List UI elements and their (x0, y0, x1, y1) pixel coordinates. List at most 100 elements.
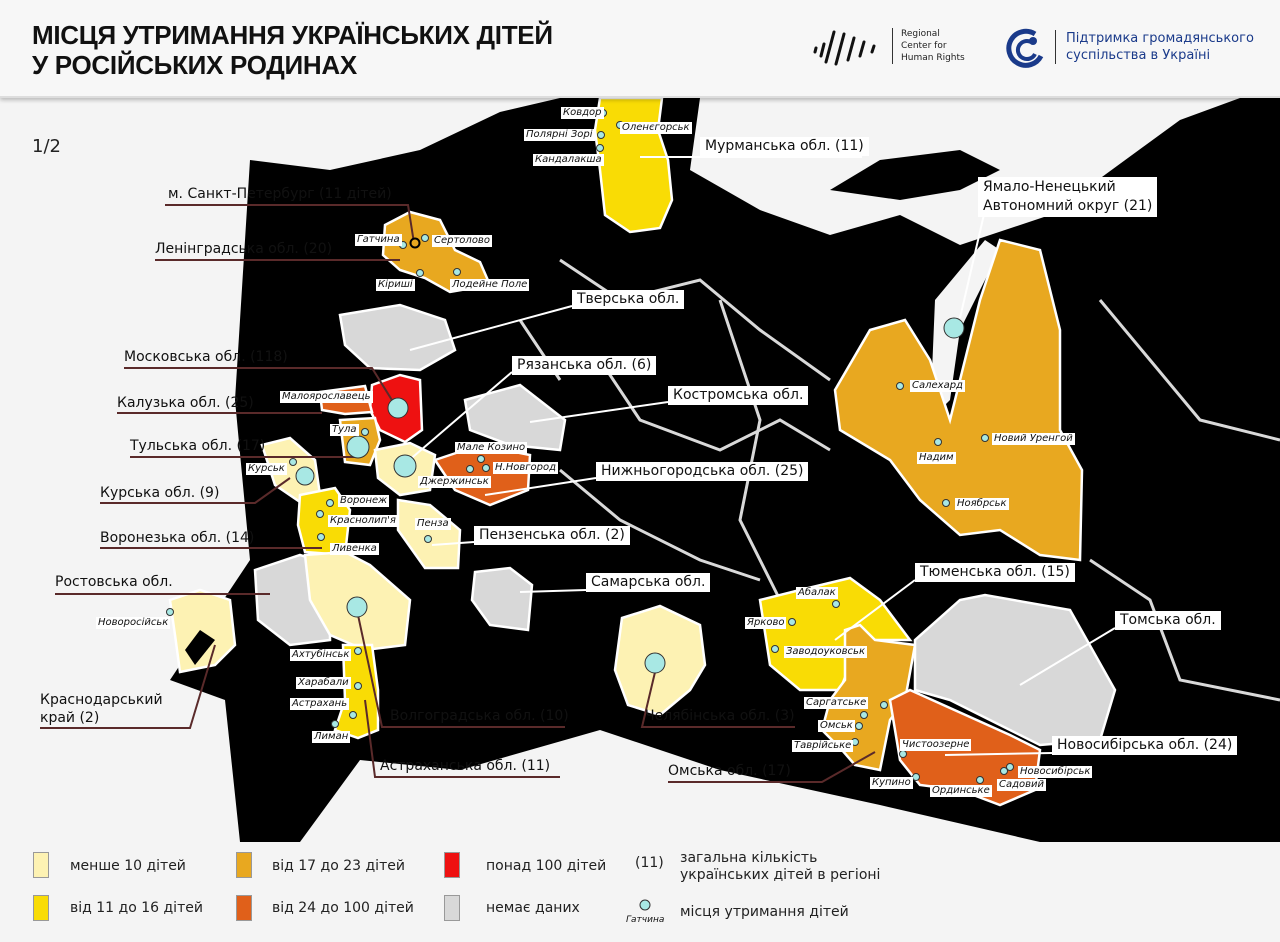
header: МІСЦЯ УТРИМАННЯ УКРАЇНСЬКИХ ДІТЕЙ У РОСІ… (0, 0, 1280, 98)
city-dot (981, 434, 989, 442)
label-tver: Тверська обл. (572, 290, 685, 309)
legend-swatch-over-100 (444, 852, 460, 878)
city-dot (349, 711, 357, 719)
city-label: Сертолово (432, 235, 492, 247)
region-center-dot (943, 317, 965, 339)
city-label: Чистоозерне (900, 739, 972, 751)
city-label: Малоярославець (280, 391, 373, 403)
city-dot (424, 535, 432, 543)
city-label: Краснолип'я (328, 515, 398, 527)
city-label: Ахтубінськ (290, 649, 352, 661)
label-nizhny: Нижньогородська обл. (25) (596, 462, 809, 481)
city-label: Джержинськ (418, 476, 491, 488)
city-dot (771, 645, 779, 653)
label-murmansk: Мурманська обл. (11) (700, 137, 869, 156)
region-kostroma (463, 383, 567, 452)
city-label: Харабали (296, 677, 351, 689)
city-label: Полярні Зорі (524, 129, 595, 141)
leader-lines-light (406, 156, 1116, 756)
region-center-dot (346, 596, 368, 618)
city-dot (597, 131, 605, 139)
legend-count-example: (11) (635, 855, 664, 871)
label-yamal-1: Ямало-Ненецький (983, 179, 1116, 195)
city-label: Салехард (910, 380, 965, 392)
city-dot (899, 750, 907, 758)
city-dot (477, 455, 485, 463)
support-line: суспільства в Україні (1066, 48, 1211, 63)
region-murmansk (593, 96, 674, 234)
legend-swatch-17-23 (236, 852, 252, 878)
city-dot (912, 773, 920, 781)
legend-dot-example: Гатчина (626, 915, 665, 925)
city-label: Саргатське (804, 697, 869, 709)
spb-marker (409, 237, 421, 249)
region-center-dot (644, 652, 666, 674)
leader-lines-dark (40, 204, 876, 783)
page-title: МІСЦЯ УТРИМАННЯ УКРАЇНСЬКИХ ДІТЕЙ У РОСІ… (32, 20, 553, 80)
label-rostov: Ростовська обл. (55, 574, 173, 590)
legend-dot-icon (639, 899, 651, 911)
label-moscow: Московська обл. (118) (124, 349, 288, 365)
region-borders (518, 258, 1280, 702)
legend-label: загальна кількість (680, 850, 818, 866)
city-dot (289, 458, 297, 466)
rchr-logo: Regional Center for Human Rights (812, 26, 965, 66)
city-dot (942, 499, 950, 507)
label-volgograd: Волгоградська обл. (10) (390, 708, 569, 724)
city-label: Новоросійськ (96, 617, 171, 629)
city-label: Тула (330, 424, 359, 436)
city-label: Абалак (796, 587, 838, 599)
label-ryazan: Рязанська обл. (6) (512, 356, 657, 375)
region-center-dot (387, 397, 409, 419)
title-line-2: У РОСІЙСЬКИХ РОДИНАХ (32, 50, 357, 80)
city-label: Лиман (312, 731, 351, 743)
city-dot (482, 464, 490, 472)
city-label: Кіриші (376, 279, 415, 291)
gulf-ob (930, 240, 1000, 420)
legend-label: від 24 до 100 дітей (272, 900, 414, 916)
city-dot (317, 533, 325, 541)
city-dot (880, 701, 888, 709)
region-yamal (833, 238, 1084, 562)
city-label: Астрахань (290, 698, 350, 710)
city-dot (166, 608, 174, 616)
label-krasnodar-2: край (2) (40, 710, 100, 726)
legend-label: немає даних (486, 900, 580, 916)
city-dot (316, 510, 324, 518)
rchr-line: Regional (901, 29, 940, 39)
label-tula: Тульська обл. (17) (130, 438, 266, 454)
legend-swatch-11-16 (33, 895, 49, 921)
city-dot (832, 600, 840, 608)
city-label: Купино (870, 777, 913, 789)
region-samara (470, 566, 534, 632)
label-omsk: Омська обл. (17) (668, 763, 791, 779)
label-kursk: Курська обл. (9) (100, 485, 220, 501)
region-center-dot (393, 454, 417, 478)
rchr-line: Human Rights (901, 53, 965, 63)
city-dot (934, 438, 942, 446)
region-penza (396, 498, 462, 570)
city-label: Пенза (415, 518, 451, 530)
support-line: Підтримка громадянського (1066, 31, 1254, 46)
rchr-line: Center for (901, 41, 947, 51)
city-label: Н.Новгород (493, 462, 558, 474)
arctic-island (830, 150, 1000, 200)
label-voronezh: Воронезька обл. (14) (100, 530, 255, 546)
city-label: Ординське (930, 785, 992, 797)
city-label: Лодейне Поле (450, 279, 530, 291)
label-yamal: Ямало-Ненецький Автономний округ (21) (978, 177, 1158, 217)
city-dot (326, 499, 334, 507)
city-label: Ковдор (561, 107, 604, 119)
city-dot (976, 776, 984, 784)
city-label: Воронеж (338, 495, 390, 507)
city-dot (596, 144, 604, 152)
label-leningrad: Ленінградська обл. (20) (155, 241, 333, 257)
city-dot (354, 682, 362, 690)
region-center-dot (295, 466, 315, 486)
title-line-1: МІСЦЯ УТРИМАННЯ УКРАЇНСЬКИХ ДІТЕЙ (32, 20, 553, 50)
city-dot (860, 711, 868, 719)
city-label: Садовий (997, 779, 1047, 791)
legend-label: українських дітей в регіоні (680, 867, 881, 883)
city-label: Ярково (745, 617, 787, 629)
region-tver (338, 303, 457, 372)
